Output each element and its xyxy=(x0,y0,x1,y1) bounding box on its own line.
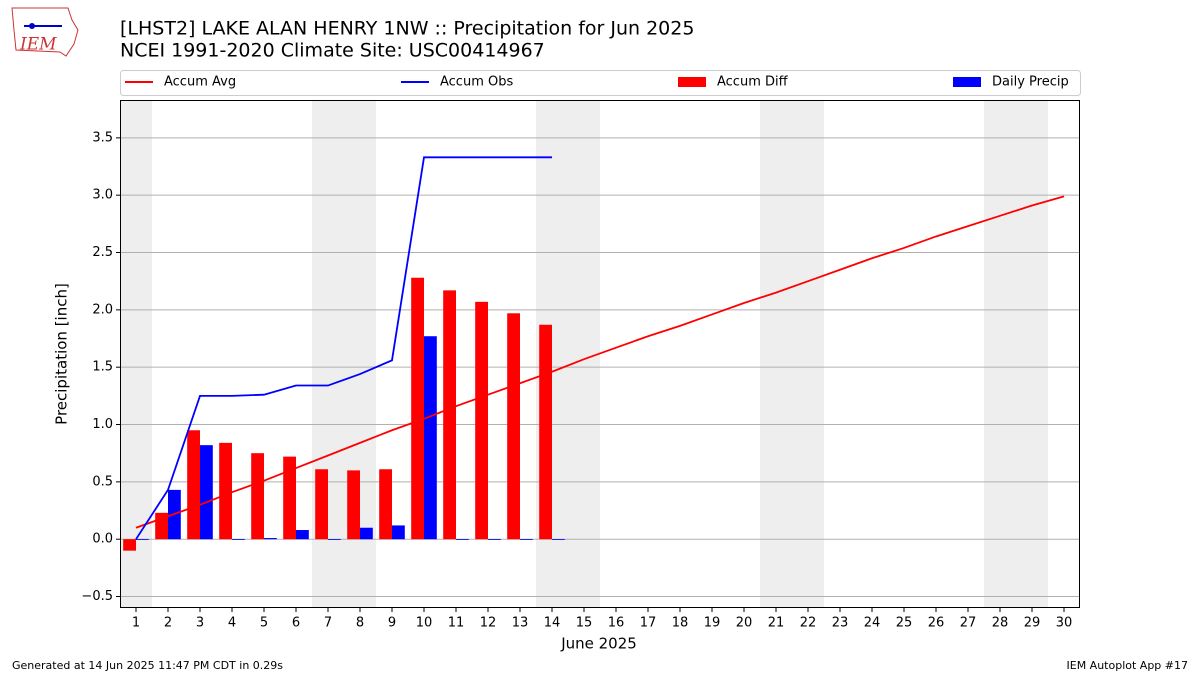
chart-title: [LHST2] LAKE ALAN HENRY 1NW :: Precipita… xyxy=(120,18,694,40)
bar xyxy=(200,445,213,540)
x-tick-label: 8 xyxy=(356,616,364,631)
bar xyxy=(552,539,565,540)
bar xyxy=(539,324,552,540)
y-tick-label: 2.0 xyxy=(92,302,113,317)
x-tick-label: 26 xyxy=(928,616,945,631)
x-tick-label: 10 xyxy=(416,616,433,631)
bar xyxy=(251,453,264,540)
line xyxy=(135,156,552,540)
x-tick-label: 25 xyxy=(896,616,913,631)
x-tick-label: 28 xyxy=(992,616,1009,631)
x-tick-label: 21 xyxy=(768,616,785,631)
x-tick-label: 9 xyxy=(388,616,396,631)
bar xyxy=(123,539,136,551)
weekend-shade xyxy=(984,100,1048,608)
y-tick-label: −0.5 xyxy=(81,589,113,604)
plot-frame xyxy=(120,100,1080,608)
footer-left: Generated at 14 Jun 2025 11:47 PM CDT in… xyxy=(12,659,283,672)
x-tick-label: 20 xyxy=(736,616,753,631)
bar xyxy=(392,525,405,540)
y-tick-label: 1.5 xyxy=(92,360,113,375)
x-tick-label: 19 xyxy=(704,616,721,631)
y-tick-label: 3.5 xyxy=(92,130,113,145)
bar xyxy=(296,530,309,540)
bar xyxy=(328,539,341,540)
footer-right: IEM Autoplot App #17 xyxy=(1067,659,1189,672)
bar xyxy=(456,539,469,540)
bar xyxy=(232,539,245,540)
y-tick-label: 2.5 xyxy=(92,245,113,260)
bar xyxy=(443,290,456,540)
x-tick-label: 13 xyxy=(512,616,529,631)
line xyxy=(135,195,1065,529)
plot-area xyxy=(120,100,1080,608)
x-tick-label: 15 xyxy=(576,616,593,631)
y-axis-label: Precipitation [inch] xyxy=(53,283,71,425)
x-tick-label: 16 xyxy=(608,616,625,631)
bar xyxy=(347,470,360,540)
x-tick-label: 29 xyxy=(1024,616,1041,631)
bar xyxy=(264,538,277,540)
bar xyxy=(411,277,424,540)
x-tick-label: 22 xyxy=(800,616,817,631)
bar xyxy=(424,336,437,540)
bar xyxy=(379,469,392,540)
weekend-shade xyxy=(760,100,824,608)
legend-swatch xyxy=(953,77,981,87)
bar xyxy=(488,539,501,540)
logo: IEM xyxy=(11,7,79,57)
x-tick-label: 17 xyxy=(640,616,657,631)
x-tick-label: 3 xyxy=(196,616,204,631)
x-tick-label: 27 xyxy=(960,616,977,631)
x-tick-label: 5 xyxy=(260,616,268,631)
bar xyxy=(136,539,149,540)
x-tick-label: 11 xyxy=(448,616,465,631)
y-tick-label: 0.0 xyxy=(92,532,113,547)
x-axis-label: June 2025 xyxy=(560,635,637,653)
legend-label: Daily Precip xyxy=(992,75,1069,90)
y-tick-label: 3.0 xyxy=(92,188,113,203)
bar xyxy=(315,469,328,540)
x-tick-label: 24 xyxy=(864,616,881,631)
bar xyxy=(507,313,520,540)
logo-text: IEM xyxy=(19,35,57,55)
bar xyxy=(475,301,488,540)
x-tick-label: 23 xyxy=(832,616,849,631)
x-tick-label: 1 xyxy=(132,616,140,631)
x-tick-label: 6 xyxy=(292,616,300,631)
y-tick-label: 0.5 xyxy=(92,474,113,489)
x-tick-label: 12 xyxy=(480,616,497,631)
bar xyxy=(219,442,232,540)
x-tick-label: 2 xyxy=(164,616,172,631)
x-tick-label: 7 xyxy=(324,616,332,631)
bar xyxy=(187,430,200,540)
bar xyxy=(283,456,296,540)
legend-label: Accum Obs xyxy=(440,75,513,90)
legend-swatch xyxy=(678,77,706,87)
legend-box xyxy=(120,70,1081,96)
weekend-shade xyxy=(120,100,152,608)
x-tick-label: 18 xyxy=(672,616,689,631)
x-tick-label: 4 xyxy=(228,616,236,631)
bar xyxy=(520,539,533,540)
chart-subtitle: NCEI 1991-2020 Climate Site: USC00414967 xyxy=(120,40,545,62)
x-tick-label: 30 xyxy=(1056,616,1073,631)
x-tick-label: 14 xyxy=(544,616,561,631)
legend-label: Accum Avg xyxy=(164,75,236,90)
legend-label: Accum Diff xyxy=(717,75,789,90)
bar xyxy=(360,527,373,540)
y-tick-label: 1.0 xyxy=(92,417,113,432)
